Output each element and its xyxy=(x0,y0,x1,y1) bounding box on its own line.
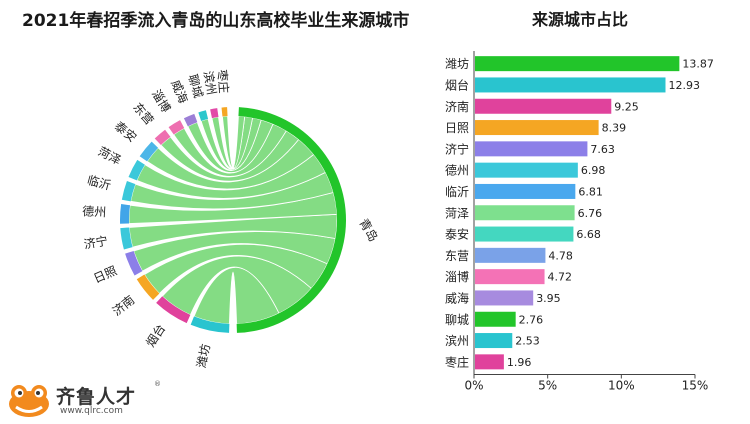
bar-value-label: 13.87 xyxy=(682,58,714,71)
chord-source-arc xyxy=(183,113,198,127)
bar-value-label: 8.39 xyxy=(602,122,627,135)
logo-brand-text: 齐鲁人才 xyxy=(56,386,137,408)
logo-registered-mark: ® xyxy=(154,380,161,388)
bar-value-label: 12.93 xyxy=(669,79,701,92)
bar-category-label: 烟台 xyxy=(445,77,469,92)
bar-category-label: 德州 xyxy=(445,163,469,178)
bar xyxy=(475,183,576,199)
logo-url-text: www.qlrc.com xyxy=(60,406,123,416)
chord-source-arc xyxy=(128,159,145,181)
bar xyxy=(475,269,545,285)
chord-source-label: 德州 xyxy=(82,203,107,219)
bar xyxy=(475,311,516,327)
bar-value-label: 2.53 xyxy=(515,335,540,348)
chord-source-arc xyxy=(121,181,136,202)
bar-category-label: 淄博 xyxy=(445,269,469,284)
bar-category-label: 滨州 xyxy=(445,333,469,348)
bar xyxy=(475,290,534,306)
x-tick-label: 10% xyxy=(608,379,635,393)
bar-value-label: 6.98 xyxy=(581,164,606,177)
bar xyxy=(475,205,575,221)
bar-chart-title: 来源城市占比 xyxy=(532,10,629,29)
bar xyxy=(475,120,599,136)
bar-value-label: 4.78 xyxy=(548,249,573,262)
bar-value-label: 7.63 xyxy=(590,143,615,156)
bar-value-label: 1.96 xyxy=(507,356,532,369)
bar-plot-area: 潍坊 13.87 烟台 12.93 济南 9.25 日照 8.39 济宁 7.63 德州 6.98 临沂… xyxy=(445,51,714,393)
bar xyxy=(475,56,680,72)
chord-source-label: 聊城 xyxy=(185,73,205,100)
bar-category-label: 泰安 xyxy=(445,227,469,242)
bar-category-label: 东营 xyxy=(445,249,469,263)
bar-category-label: 临沂 xyxy=(445,185,469,199)
bar xyxy=(475,247,546,263)
chord-source-arc xyxy=(156,296,191,324)
bar xyxy=(475,226,574,242)
bar-value-label: 9.25 xyxy=(614,100,639,113)
chord-source-label: 滨州 xyxy=(201,70,220,96)
chord-source-arc xyxy=(198,110,209,122)
chord-source-arc xyxy=(120,203,131,224)
chord-source-arc xyxy=(154,129,171,145)
chord-source-arc xyxy=(210,108,219,119)
bar-value-label: 3.95 xyxy=(536,292,561,305)
chord-source-label: 临沂 xyxy=(86,173,113,193)
bar-category-label: 潍坊 xyxy=(445,56,469,71)
x-tick-label: 0% xyxy=(464,379,483,393)
chord-source-arc xyxy=(190,316,230,333)
chord-source-arc xyxy=(139,141,159,162)
bar-category-label: 日照 xyxy=(445,121,469,135)
chord-source-arc xyxy=(125,250,143,276)
chord-source-label: 枣庄 xyxy=(215,69,232,94)
x-tick-label: 5% xyxy=(538,379,557,393)
bar-value-label: 2.76 xyxy=(519,313,544,326)
bar-category-label: 聊城 xyxy=(445,313,469,327)
chord-source-arc xyxy=(136,274,160,300)
bar xyxy=(475,354,504,370)
chord-source-arc xyxy=(120,227,133,250)
qlrc-logo: 齐鲁人才 ® www.qlrc.com xyxy=(6,380,206,420)
bar-value-label: 6.68 xyxy=(576,228,601,241)
bar-category-label: 菏泽 xyxy=(445,206,469,220)
chord-ribbon xyxy=(222,115,246,169)
bar xyxy=(475,333,513,349)
frog-icon xyxy=(9,385,49,417)
bar-category-label: 济宁 xyxy=(445,141,469,156)
bar-category-label: 枣庄 xyxy=(445,354,469,369)
bar xyxy=(475,141,588,157)
bar-value-label: 4.72 xyxy=(548,271,573,284)
chord-chart-title: 2021年春招季流入青岛的山东高校毕业生来源城市 xyxy=(22,11,410,31)
x-tick-label: 15% xyxy=(682,379,709,393)
bar xyxy=(475,77,666,93)
chord-source-arc xyxy=(221,107,228,117)
bar xyxy=(475,98,612,114)
chord-source-arc xyxy=(168,120,185,135)
bar-category-label: 济南 xyxy=(445,99,469,114)
bar-value-label: 6.81 xyxy=(578,185,603,198)
bar-value-label: 6.76 xyxy=(578,207,603,220)
chord-source-label: 潍坊 xyxy=(193,342,213,369)
bar-category-label: 威海 xyxy=(445,290,469,305)
chord-source-label: 济宁 xyxy=(83,233,109,252)
bar xyxy=(475,162,578,178)
